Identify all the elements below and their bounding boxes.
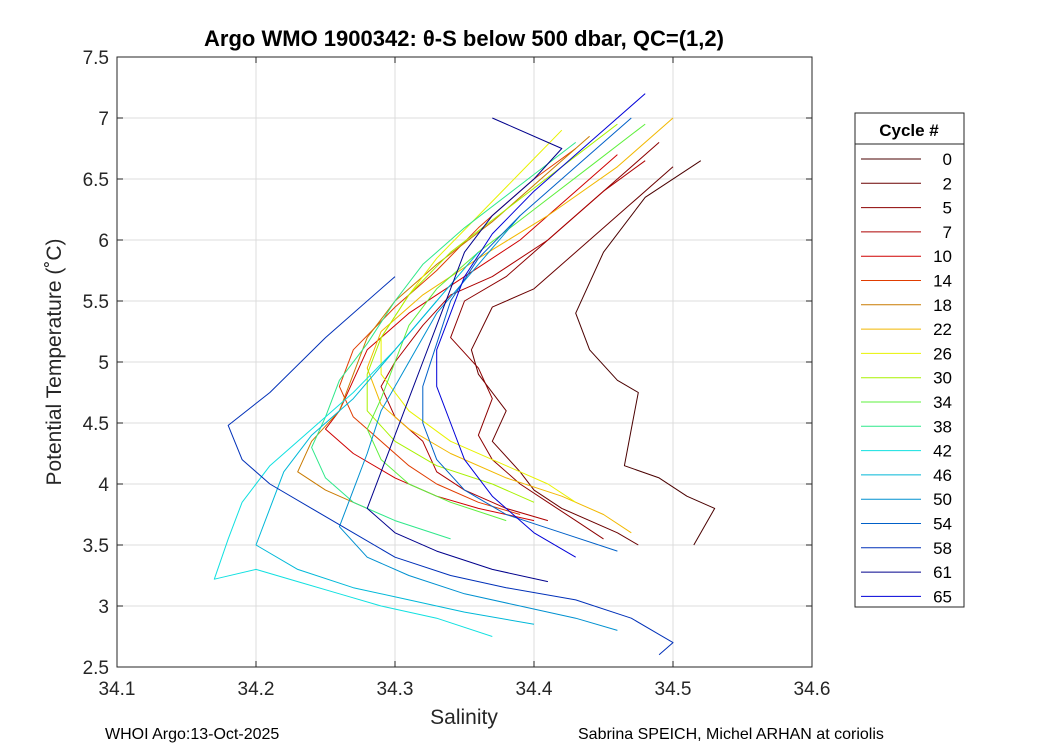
legend-label: 30 bbox=[933, 369, 952, 388]
legend-label: 65 bbox=[933, 587, 952, 606]
x-tick-label: 34.3 bbox=[377, 679, 414, 700]
y-tick-label: 7 bbox=[98, 109, 109, 130]
y-axis-label: Potential Temperature (˚C) bbox=[43, 238, 66, 485]
series-line-cycle-26 bbox=[380, 129, 576, 503]
series-line-cycle-42 bbox=[213, 300, 493, 637]
series-line-cycle-58 bbox=[227, 276, 674, 656]
legend: Cycle # 0 2 5 7 10 14 18 22 26 30 34 38 42 46 50 54 58 61… bbox=[854, 112, 965, 608]
legend-label: 50 bbox=[933, 490, 952, 509]
y-tick-label: 6 bbox=[98, 231, 109, 252]
series-line-cycle-22 bbox=[366, 117, 674, 534]
legend-label: 38 bbox=[933, 417, 952, 436]
x-tick-label: 34.4 bbox=[516, 679, 553, 700]
y-tick-label: 7.5 bbox=[83, 48, 109, 69]
y-tick-label: 6.5 bbox=[83, 170, 109, 191]
legend-entries: 0 2 5 7 10 14 18 22 26 30 34 38 42 46 50 54 58 61 65 bbox=[861, 150, 952, 606]
series-line-cycle-2 bbox=[470, 166, 674, 546]
legend-label: 2 bbox=[943, 174, 952, 193]
data-series bbox=[213, 93, 716, 656]
plot-area: 34.1 34.2 34.3 34.4 34.5 34.6 2.5 3 3.5 4 4.5 5 5.5 6… bbox=[83, 48, 831, 700]
legend-title: Cycle # bbox=[879, 121, 939, 140]
footer-left: WHOI Argo:13-Oct-2025 bbox=[105, 726, 280, 743]
series-line-cycle-14 bbox=[338, 148, 576, 515]
legend-label: 10 bbox=[933, 247, 952, 266]
legend-label: 7 bbox=[943, 223, 952, 242]
series-line-cycle-0 bbox=[575, 160, 716, 546]
x-tick-label: 34.5 bbox=[655, 679, 692, 700]
series-line-cycle-54 bbox=[422, 117, 632, 552]
legend-label: 14 bbox=[933, 272, 952, 291]
legend-label: 18 bbox=[933, 296, 952, 315]
series-line-cycle-30 bbox=[366, 123, 618, 503]
y-tick-label: 3 bbox=[98, 597, 109, 618]
footer-right: Sabrina SPEICH, Michel ARHAN at coriolis bbox=[578, 726, 884, 743]
y-tick-label: 4 bbox=[98, 475, 109, 496]
legend-label: 58 bbox=[933, 539, 952, 558]
legend-label: 0 bbox=[943, 150, 952, 169]
legend-label: 61 bbox=[933, 563, 952, 582]
y-tick-label: 5 bbox=[98, 353, 109, 374]
legend-label: 34 bbox=[933, 393, 952, 412]
axis-ticks: 34.1 34.2 34.3 34.4 34.5 34.6 2.5 3 3.5 4 4.5 5 5.5 6… bbox=[83, 48, 831, 700]
legend-label: 5 bbox=[943, 199, 952, 218]
legend-label: 22 bbox=[933, 320, 952, 339]
series-line-cycle-34 bbox=[366, 123, 646, 522]
x-tick-label: 34.6 bbox=[794, 679, 831, 700]
x-tick-label: 34.1 bbox=[99, 679, 136, 700]
legend-label: 54 bbox=[933, 515, 952, 534]
x-axis-label: Salinity bbox=[430, 706, 498, 729]
series-line-cycle-46 bbox=[255, 251, 535, 625]
legend-label: 46 bbox=[933, 466, 952, 485]
series-line-cycle-7 bbox=[380, 160, 646, 522]
series-line-cycle-38 bbox=[311, 142, 577, 540]
x-tick-label: 34.2 bbox=[238, 679, 275, 700]
y-tick-label: 4.5 bbox=[83, 414, 109, 435]
y-tick-label: 3.5 bbox=[83, 536, 109, 557]
chart-title: Argo WMO 1900342: θ-S below 500 dbar, QC… bbox=[204, 26, 724, 51]
legend-label: 26 bbox=[933, 344, 952, 363]
y-tick-label: 2.5 bbox=[83, 658, 109, 679]
series-line-cycle-65 bbox=[436, 93, 646, 558]
series-line-cycle-50 bbox=[338, 215, 618, 631]
series-line-cycle-61 bbox=[366, 117, 563, 583]
legend-box bbox=[854, 112, 965, 608]
y-tick-label: 5.5 bbox=[83, 292, 109, 313]
legend-label: 42 bbox=[933, 442, 952, 461]
